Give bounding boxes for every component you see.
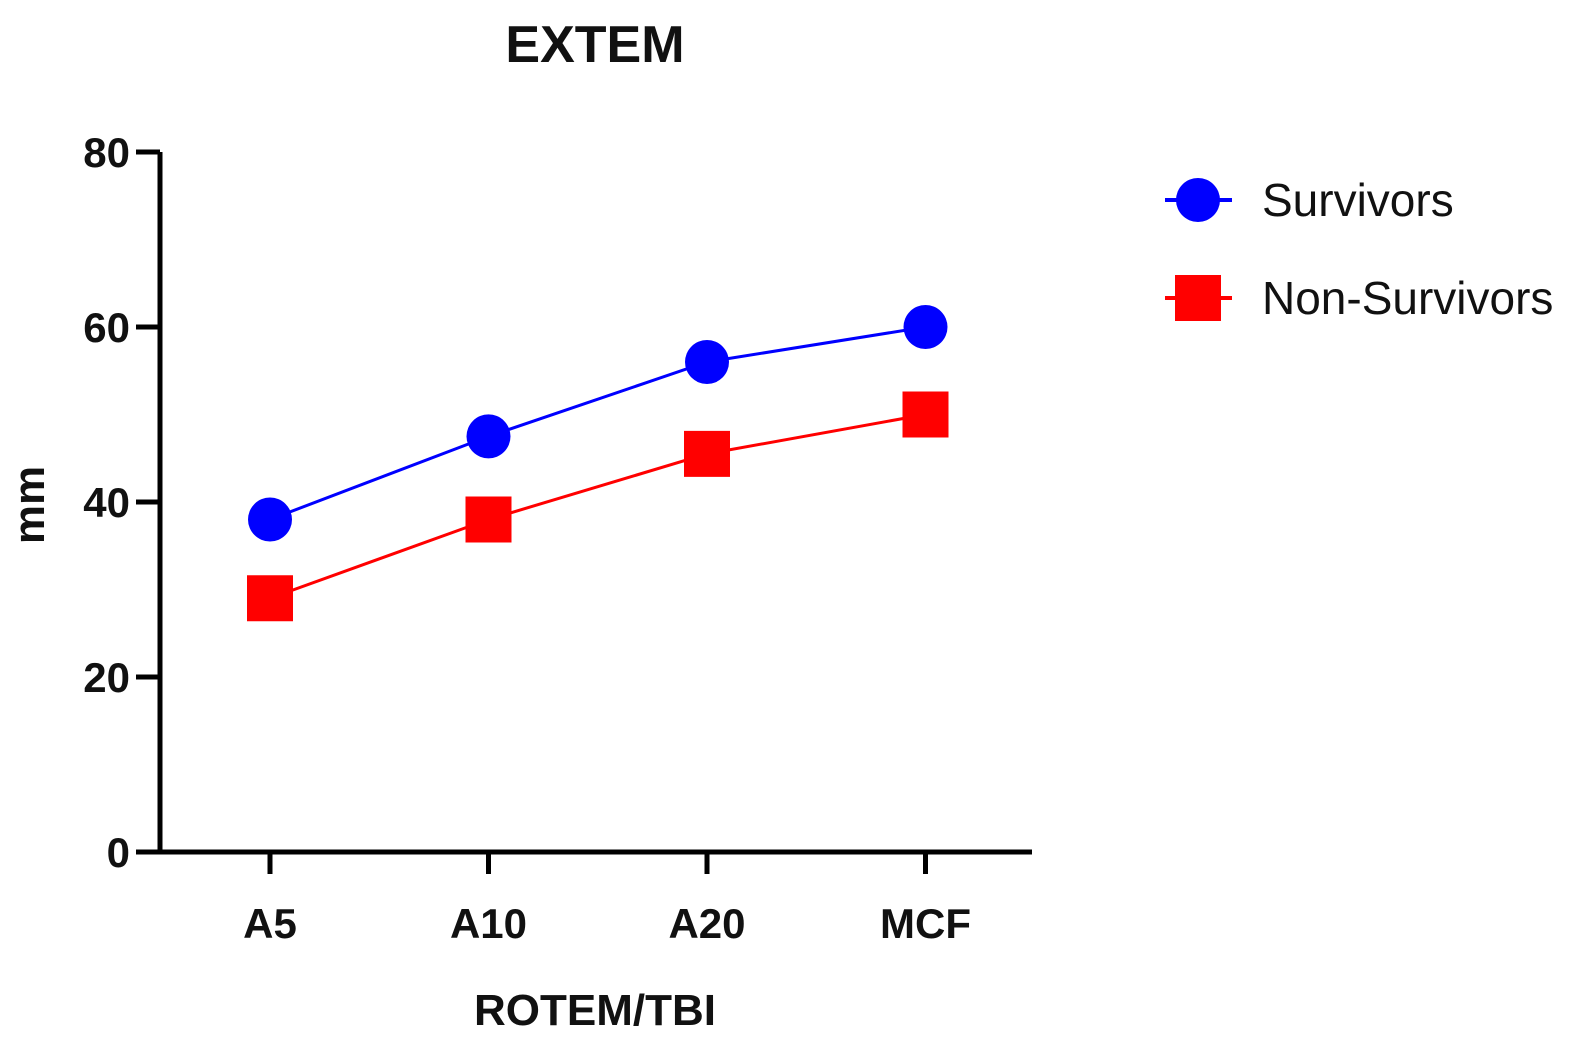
data-point [903,305,948,349]
data-point [902,391,949,438]
x-tick-label: A5 [243,900,297,947]
data-point [466,414,511,459]
y-tick-label: 40 [83,479,130,526]
legend-item: Non-Survivors [1165,272,1553,324]
legend-marker [1175,275,1221,321]
series-line [269,413,926,600]
series-layer [247,305,949,622]
series-line [269,325,926,521]
y-tick-label: 80 [83,129,130,176]
data-point [684,430,730,477]
y-axis-ticks: 0 20 40 60 80 [83,129,160,876]
x-tick-label: A10 [450,900,527,947]
y-tick-label: 0 [107,829,130,876]
data-point [465,496,512,543]
x-tick-label: A20 [668,900,745,947]
series-survivors [248,305,948,542]
y-tick-label: 20 [83,654,130,701]
data-point [248,497,292,542]
series-non-survivors [247,391,949,622]
legend-label: Non-Survivors [1262,272,1553,324]
x-axis-ticks: A5 A10 A20 MCF [243,852,971,947]
x-axis-label: ROTEM/TBI [474,986,716,1035]
legend-marker [1176,178,1220,222]
data-point [685,340,729,384]
legend-item: Survivors [1165,174,1454,226]
legend: Survivors Non-Survivors [1165,174,1553,324]
x-tick-label: MCF [880,900,971,947]
chart-title: EXTEM [505,16,684,74]
y-tick-label: 60 [83,304,130,351]
legend-label: Survivors [1262,174,1454,226]
y-axis-label: mm [5,466,54,544]
data-point [247,575,293,622]
